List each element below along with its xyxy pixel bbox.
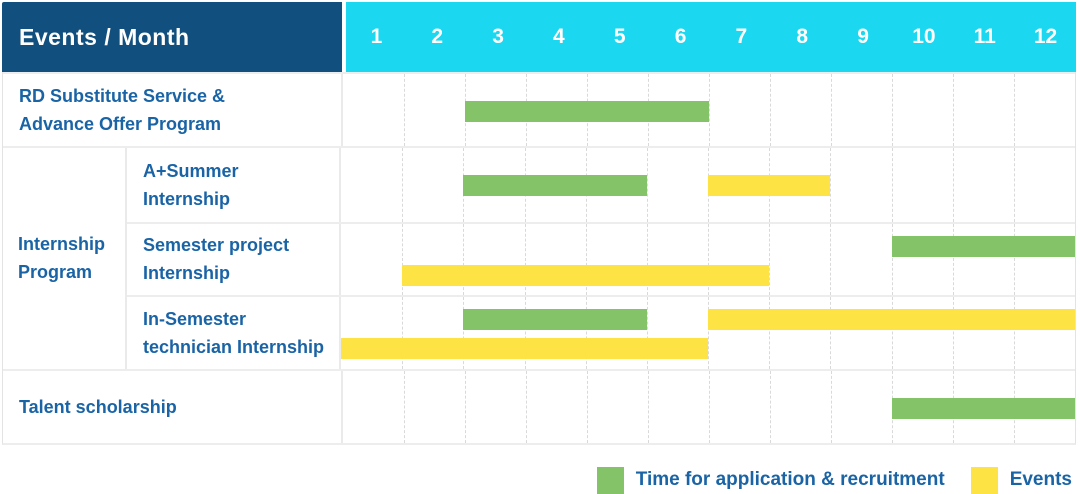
month-header-7: 7 [735, 25, 748, 48]
legend: Time for application & recruitment Event… [2, 466, 1076, 494]
legend-yellow-swatch [970, 466, 998, 494]
month-header-1: 1 [370, 25, 383, 48]
month-header-band: 1 2 3 4 5 6 7 8 9 10 11 12 [346, 2, 1076, 72]
table-header-row: Events / Month 1 2 3 4 5 6 7 8 9 10 11 1… [2, 2, 1076, 72]
group-label-internship-program: Internship Program [3, 148, 127, 369]
month-gridline [709, 74, 710, 146]
legend-green-swatch [596, 466, 624, 494]
chart-cell-talent-scholarship [343, 370, 1075, 443]
row-rd-substitute-service: RD Substitute Service & Advance Offer Pr… [3, 72, 1075, 146]
gantt-bar-green [463, 309, 647, 330]
row-label-a-plus-summer-internship: A+Summer Internship [127, 148, 341, 222]
month-gridline [708, 223, 709, 295]
schedule-table-body: RD Substitute Service & Advance Offer Pr… [2, 72, 1076, 445]
gantt-bar-green [463, 175, 647, 196]
month-gridline [953, 74, 954, 146]
month-gridline [463, 223, 465, 295]
month-gridline [585, 297, 587, 369]
month-header-9: 9 [857, 25, 869, 48]
legend-item-events: Events [970, 466, 1072, 494]
gantt-bar-green [891, 235, 1075, 257]
gantt-bar-yellow [341, 338, 708, 359]
month-gridline [648, 370, 649, 443]
month-gridline [831, 74, 832, 146]
month-gridline [831, 370, 832, 443]
month-gridline [891, 223, 893, 295]
month-gridline [402, 223, 404, 295]
month-gridline [646, 148, 648, 222]
month-gridline [892, 74, 893, 146]
month-gridline [891, 148, 893, 222]
legend-yellow-label: Events [1009, 469, 1072, 490]
month-header-4: 4 [553, 25, 565, 48]
row-label-talent-scholarship: Talent scholarship [3, 370, 343, 443]
month-gridline [524, 223, 526, 295]
month-gridline [770, 370, 771, 443]
gantt-bar-yellow [708, 309, 1075, 330]
month-gridline [709, 370, 710, 443]
month-gridline [524, 297, 526, 369]
events-month-header-cell: Events / Month [2, 2, 342, 72]
month-gridline [465, 370, 466, 443]
internship-program-group: Internship Program A+Summer Internship S… [3, 146, 1075, 369]
month-gridline [769, 223, 771, 295]
month-gridline [402, 148, 404, 222]
month-gridline [830, 148, 832, 222]
month-gridline [585, 223, 587, 295]
chart-cell-semester-project-internship [341, 223, 1075, 295]
chart-cell-in-semester-technician-internship [341, 297, 1075, 369]
row-in-semester-technician-internship: In-Semester technician Internship [127, 295, 1075, 369]
row-talent-scholarship: Talent scholarship [3, 368, 1075, 443]
month-gridline [830, 223, 832, 295]
month-gridline [404, 370, 405, 443]
gantt-bar-yellow [708, 175, 831, 196]
month-gridline [1014, 74, 1015, 146]
internship-program-subrows: A+Summer Internship Semester project Int… [127, 148, 1075, 369]
month-gridline [526, 370, 527, 443]
month-header-6: 6 [674, 25, 687, 48]
row-label-semester-project-internship: Semester project Internship [127, 223, 341, 295]
month-gridline [1013, 297, 1015, 369]
month-gridline [952, 297, 954, 369]
gantt-bar-green [465, 101, 709, 122]
month-gridline [770, 74, 771, 146]
month-header-5: 5 [613, 25, 626, 48]
month-header-2: 2 [431, 25, 444, 48]
events-month-header-label: Events / Month [19, 23, 190, 50]
chart-cell-rd-substitute-service [343, 74, 1075, 146]
row-semester-project-internship: Semester project Internship [127, 221, 1075, 295]
month-gridline [708, 297, 709, 369]
gantt-bar-yellow [402, 264, 770, 286]
month-gridline [646, 223, 648, 295]
month-gridline [404, 74, 405, 146]
month-header-3: 3 [492, 25, 504, 48]
legend-item-application-recruitment: Time for application & recruitment [596, 466, 945, 494]
month-gridline [587, 370, 588, 443]
row-label-in-semester-technician-internship: In-Semester technician Internship [127, 297, 341, 369]
gantt-bar-green [892, 397, 1075, 419]
month-header-12: 12 [1033, 25, 1058, 48]
month-gridline [463, 297, 465, 369]
month-header-8: 8 [796, 25, 809, 48]
row-label-rd-substitute-service: RD Substitute Service & Advance Offer Pr… [3, 74, 343, 146]
month-gridline [952, 223, 954, 295]
month-gridline [891, 297, 893, 369]
month-header-10: 10 [912, 25, 936, 48]
legend-green-label: Time for application & recruitment [635, 469, 945, 490]
month-gridline [402, 297, 404, 369]
row-a-plus-summer-internship: A+Summer Internship [127, 148, 1075, 222]
month-gridline [769, 297, 771, 369]
month-gridline [830, 297, 832, 369]
month-header-11: 11 [973, 25, 996, 48]
chart-cell-a-plus-summer-internship [341, 148, 1075, 222]
month-gridline [1013, 148, 1015, 222]
month-gridline [646, 297, 648, 369]
month-gridline [952, 148, 954, 222]
month-gridline [1013, 223, 1015, 295]
